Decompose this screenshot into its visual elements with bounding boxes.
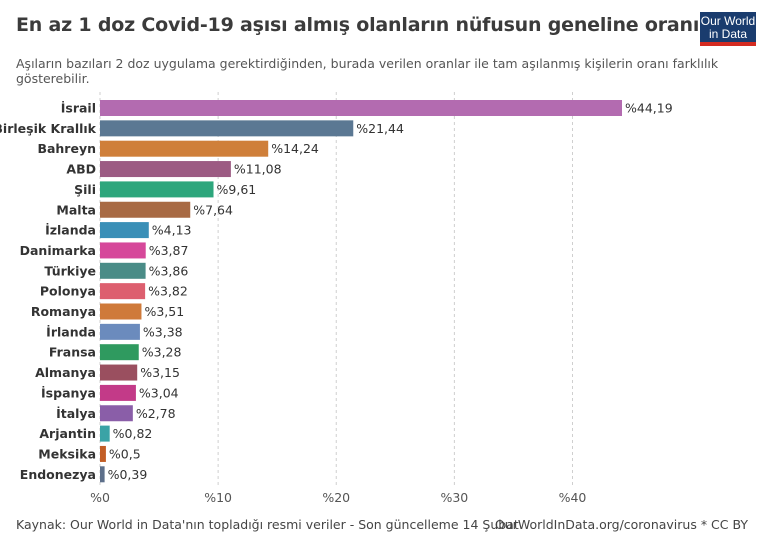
category-label: Endonezya: [20, 467, 96, 482]
category-label: Romanya: [31, 304, 96, 319]
bar[interactable]: [100, 405, 133, 422]
x-tick-label: %10: [204, 490, 232, 505]
chart-subtitle: Aşıların bazıları 2 doz uygulama gerekti…: [16, 56, 719, 86]
value-label: %3,04: [139, 385, 179, 400]
bar[interactable]: [100, 364, 138, 381]
category-label: İzlanda: [45, 223, 96, 238]
category-label: İsrail: [61, 101, 96, 116]
category-label: İrlanda: [46, 324, 96, 339]
x-tick-label: %40: [559, 490, 587, 505]
value-label: %3,87: [149, 243, 189, 258]
bar[interactable]: [100, 344, 139, 361]
value-label: %11,08: [234, 162, 282, 177]
value-label: %3,28: [142, 345, 182, 360]
bar[interactable]: [100, 242, 146, 259]
bar[interactable]: [100, 425, 110, 442]
category-label: Almanya: [35, 365, 96, 380]
value-label: %4,13: [152, 223, 192, 238]
x-tick-label: %0: [90, 490, 110, 505]
value-label: %7,64: [193, 202, 233, 217]
bar[interactable]: [100, 384, 136, 401]
bar[interactable]: [100, 466, 105, 483]
value-label: %0,39: [108, 467, 148, 482]
category-label: Fransa: [49, 345, 96, 360]
category-label: Bahreyn: [37, 141, 96, 156]
bar[interactable]: [100, 161, 231, 178]
category-label: Şili: [74, 182, 96, 197]
category-label: İtalya: [56, 406, 96, 421]
value-label: %3,15: [140, 365, 180, 380]
category-label: Arjantin: [39, 426, 96, 441]
category-label: Birleşik Krallık: [0, 121, 97, 136]
bar[interactable]: [100, 181, 214, 198]
bar[interactable]: [100, 140, 269, 157]
value-label: %2,78: [136, 406, 176, 421]
bar[interactable]: [100, 262, 146, 279]
owid-logo[interactable]: Our World in Data: [700, 12, 756, 46]
bar[interactable]: [100, 222, 149, 239]
bar[interactable]: [100, 283, 146, 300]
chart-title: En az 1 doz Covid-19 aşısı almış olanlar…: [16, 14, 700, 36]
category-label: İspanya: [41, 385, 96, 400]
bar[interactable]: [100, 100, 622, 116]
value-label: %21,44: [356, 121, 404, 136]
category-label: Meksika: [38, 446, 96, 461]
value-label: %14,24: [271, 141, 319, 156]
bar[interactable]: [100, 303, 142, 320]
value-label: %3,86: [149, 263, 189, 278]
category-label: Polonya: [40, 284, 96, 299]
x-tick-label: %20: [322, 490, 350, 505]
logo-line-2: in Data: [708, 27, 748, 41]
value-label: %3,38: [143, 324, 183, 339]
logo-line-1: Our World: [700, 14, 756, 28]
value-label: %0,5: [109, 446, 141, 461]
category-label: Danimarka: [20, 243, 96, 258]
value-label: %0,82: [113, 426, 153, 441]
x-tick-label: %30: [440, 490, 468, 505]
category-label: Türkiye: [44, 263, 96, 278]
value-label: %44,19: [625, 101, 673, 116]
source-link[interactable]: OurWorldInData.org/coronavirus * CC BY: [494, 517, 748, 532]
source-note: Kaynak: Our World in Data'nın topladığı …: [16, 517, 519, 532]
value-label: %9,61: [217, 182, 257, 197]
bar[interactable]: [100, 445, 106, 462]
value-label: %3,51: [144, 304, 184, 319]
category-label: ABD: [66, 162, 96, 177]
bar[interactable]: [100, 201, 191, 218]
bar[interactable]: [100, 120, 354, 137]
bar[interactable]: [100, 323, 140, 340]
value-label: %3,82: [148, 284, 188, 299]
category-label: Malta: [56, 202, 96, 217]
